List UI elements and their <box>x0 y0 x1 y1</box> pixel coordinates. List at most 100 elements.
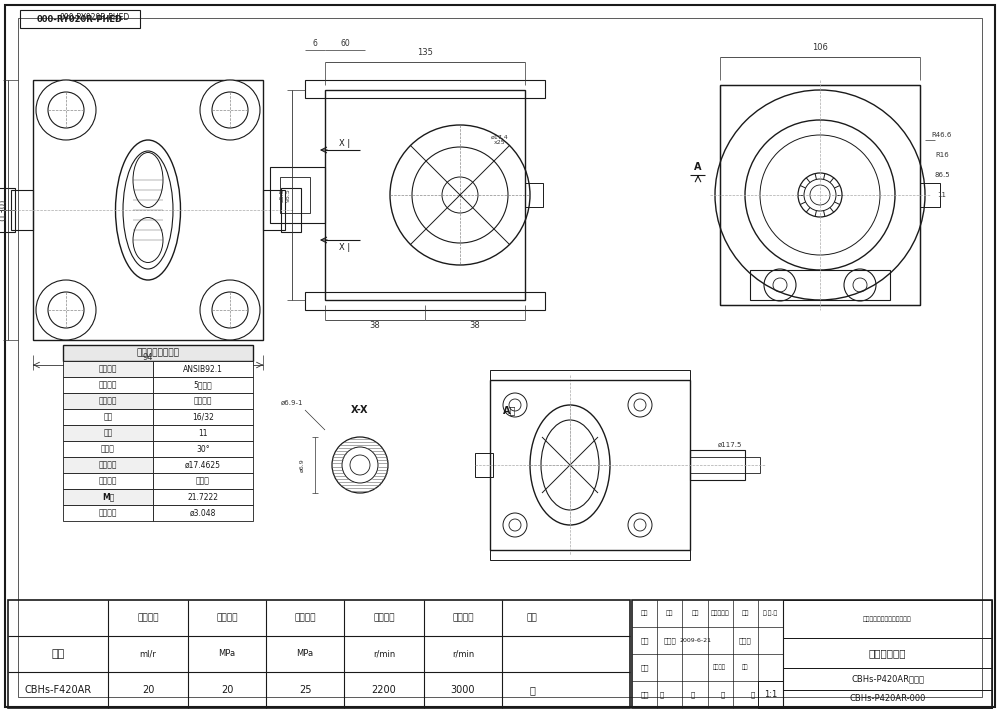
Bar <box>63 361 153 377</box>
Bar <box>720 85 920 305</box>
Text: M值: M值 <box>102 493 114 501</box>
Bar <box>0 188 15 232</box>
Text: 齿数: 齿数 <box>103 429 113 437</box>
Text: 38: 38 <box>470 322 480 330</box>
Circle shape <box>36 280 96 340</box>
Bar <box>281 188 301 232</box>
Circle shape <box>628 393 652 417</box>
Bar <box>11 190 33 230</box>
Bar <box>475 453 493 477</box>
Text: 曹建伟: 曹建伟 <box>739 637 752 644</box>
Text: 分区: 分区 <box>691 611 699 617</box>
Bar <box>153 473 253 489</box>
Text: 11: 11 <box>938 192 946 198</box>
Text: (130): (130) <box>0 199 8 221</box>
Bar <box>153 441 253 457</box>
Text: A向: A向 <box>503 405 517 415</box>
Text: 6: 6 <box>313 39 317 48</box>
Bar <box>783 690 992 708</box>
Text: ø5.5
95.5: ø5.5 95.5 <box>280 188 290 202</box>
Text: 平齿根: 平齿根 <box>196 476 210 486</box>
Text: ø17.4
x25: ø17.4 x25 <box>491 135 509 145</box>
Bar <box>525 183 543 207</box>
Text: 最高压力: 最高压力 <box>294 614 316 622</box>
Text: X |: X | <box>339 243 351 251</box>
Text: 测量直径: 测量直径 <box>99 508 117 518</box>
Text: X |: X | <box>339 139 351 147</box>
Bar <box>305 80 545 98</box>
Text: 量: 量 <box>690 691 695 698</box>
Bar <box>490 370 690 380</box>
Bar <box>783 638 992 668</box>
Circle shape <box>628 513 652 537</box>
Bar <box>63 505 153 521</box>
Text: 旋向: 旋向 <box>527 614 537 622</box>
Bar <box>920 183 940 207</box>
Text: 5级精度: 5级精度 <box>194 380 212 389</box>
Bar <box>33 80 263 340</box>
Text: 审核标记: 审核标记 <box>713 665 726 670</box>
Bar <box>153 425 253 441</box>
Text: 花键规格: 花键规格 <box>99 365 117 374</box>
Text: 肖吉文: 肖吉文 <box>663 637 676 644</box>
Text: 审核: 审核 <box>640 664 649 671</box>
Text: 20: 20 <box>221 685 233 695</box>
Bar <box>783 600 992 638</box>
Bar <box>263 190 285 230</box>
Text: 16/32: 16/32 <box>192 412 214 422</box>
Text: 径节: 径节 <box>103 412 113 422</box>
Text: 数量: 数量 <box>742 665 749 670</box>
Text: 86.5: 86.5 <box>934 172 950 178</box>
Text: 设计: 设计 <box>640 637 649 644</box>
Text: R46.6: R46.6 <box>932 132 952 138</box>
Text: 1:1: 1:1 <box>764 690 777 699</box>
Text: 3000: 3000 <box>451 685 475 695</box>
Circle shape <box>442 177 478 213</box>
Text: R16: R16 <box>935 152 949 158</box>
Bar <box>63 377 153 393</box>
Bar <box>63 345 253 361</box>
Text: 2200: 2200 <box>372 685 396 695</box>
Bar <box>490 550 690 560</box>
Bar <box>490 380 690 550</box>
Bar <box>63 489 153 505</box>
Circle shape <box>810 185 830 205</box>
Text: MPa: MPa <box>296 649 314 659</box>
Bar <box>632 600 992 708</box>
Text: 齿侧配合: 齿侧配合 <box>194 397 212 406</box>
Text: 20: 20 <box>142 685 154 695</box>
Bar <box>20 10 140 28</box>
Text: 25: 25 <box>299 685 311 695</box>
Text: 数量: 数量 <box>666 611 674 617</box>
Text: 型号: 型号 <box>51 649 65 659</box>
Bar <box>270 167 325 223</box>
Text: 11: 11 <box>198 429 208 437</box>
Bar <box>720 85 920 305</box>
Text: CBHs-P420AR-000: CBHs-P420AR-000 <box>849 694 926 703</box>
Text: 压力角: 压力角 <box>101 444 115 454</box>
Bar <box>153 457 253 473</box>
Text: 常州精合半液压技术有限公司: 常州精合半液压技术有限公司 <box>863 616 912 622</box>
Circle shape <box>36 80 96 140</box>
Text: 额定排量: 额定排量 <box>137 614 159 622</box>
Text: 齿根形状: 齿根形状 <box>99 476 117 486</box>
Text: 年.月.日: 年.月.日 <box>763 611 778 617</box>
Text: 工艺: 工艺 <box>640 691 649 698</box>
Text: 106: 106 <box>812 43 828 52</box>
Text: 右: 右 <box>529 685 535 695</box>
Text: ANSIB92.1: ANSIB92.1 <box>183 365 223 374</box>
Text: CBHs-P420AR齿轮泵: CBHs-P420AR齿轮泵 <box>851 674 924 684</box>
Bar <box>783 668 992 690</box>
Text: 30°: 30° <box>196 444 210 454</box>
Text: 2009-6-21: 2009-6-21 <box>679 638 711 643</box>
Text: ø6.9: ø6.9 <box>300 458 304 472</box>
Text: 渐开线花键参数表: 渐开线花键参数表 <box>136 348 180 357</box>
Circle shape <box>200 80 260 140</box>
Text: 38: 38 <box>370 322 380 330</box>
Text: ø3.048: ø3.048 <box>190 508 216 518</box>
Text: 60: 60 <box>340 39 350 48</box>
Text: 量: 量 <box>751 691 755 698</box>
Bar <box>153 409 253 425</box>
Bar <box>325 90 525 300</box>
Bar <box>63 409 153 425</box>
